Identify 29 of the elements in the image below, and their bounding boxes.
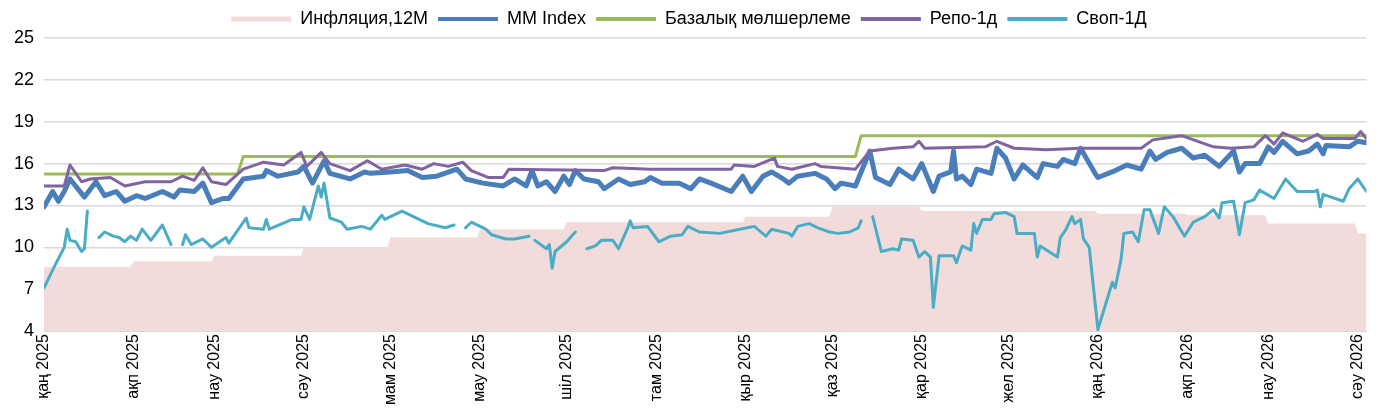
- x-tick-label: қаз 2025: [822, 333, 840, 398]
- legend-label: MM Index: [507, 7, 587, 28]
- x-tick-label: нау 2025: [204, 333, 222, 400]
- x-tick-label: нау 2026: [1258, 333, 1276, 400]
- y-tick-label: 25: [13, 26, 35, 47]
- x-tick-label: сәу 2026: [1348, 333, 1366, 399]
- x-tick-label: ақп 2026: [1177, 333, 1195, 399]
- x-tick-label: қаң 2025: [34, 333, 52, 399]
- legend-label: Инфляция,12М: [300, 7, 429, 28]
- legend-label: Базалық мөлшерлеме: [665, 7, 851, 28]
- legend-label: Репо-1д: [929, 7, 998, 28]
- x-tick-label: қаң 2026: [1088, 333, 1106, 399]
- x-tick-label: мау 2025: [470, 333, 488, 402]
- x-tick-label: мам 2025: [380, 333, 398, 405]
- x-tick-label: жел 2025: [998, 333, 1016, 403]
- x-tick-label: сәу 2025: [294, 333, 312, 399]
- y-tick-label: 4: [24, 320, 35, 341]
- y-tick-label: 19: [13, 110, 35, 131]
- y-tick-label: 22: [13, 68, 35, 89]
- y-tick-label: 7: [24, 278, 35, 299]
- y-tick-label: 16: [13, 152, 35, 173]
- y-tick-label: 10: [13, 236, 35, 257]
- x-tick-label: қыр 2025: [736, 333, 754, 402]
- y-tick-label: 13: [13, 194, 35, 215]
- x-tick-label: шіл 2025: [557, 333, 575, 400]
- x-tick-label: қар 2025: [912, 333, 930, 399]
- legend-label: Своп-1Д: [1076, 7, 1147, 28]
- x-tick-label: ақп 2025: [123, 333, 141, 399]
- x-tick-label: там 2025: [646, 333, 664, 402]
